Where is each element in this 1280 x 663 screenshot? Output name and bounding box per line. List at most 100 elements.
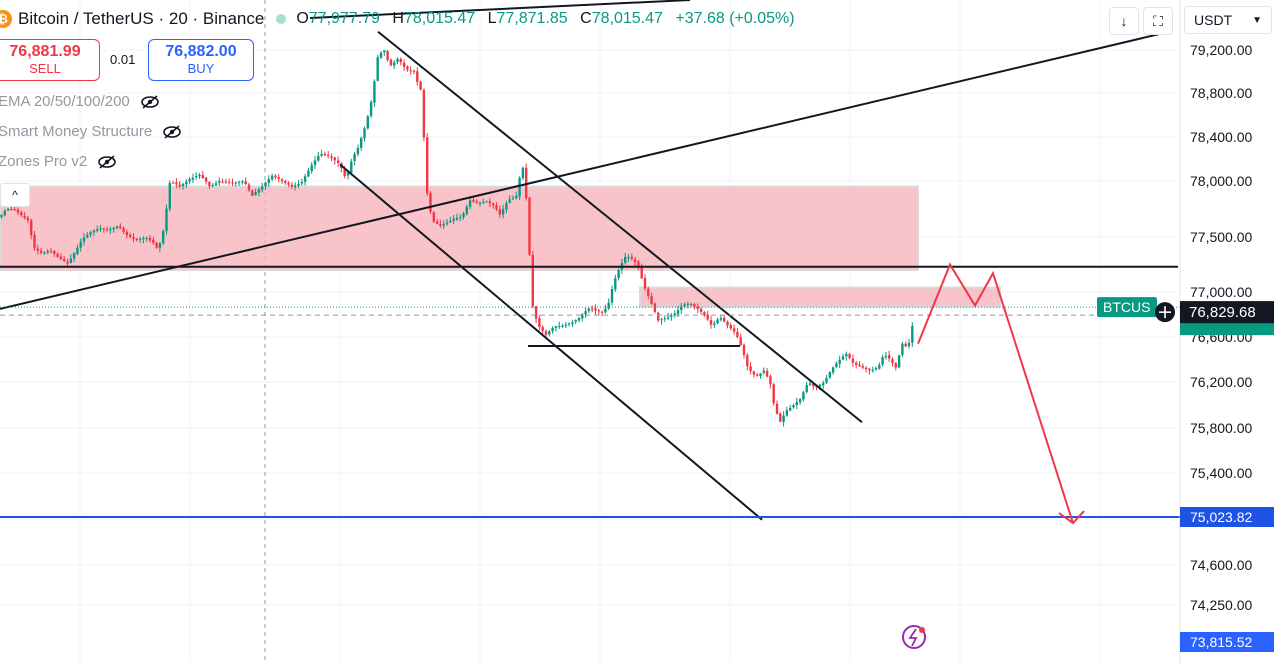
candle-body (855, 362, 858, 365)
candle-body (247, 184, 251, 191)
candle-body (643, 277, 647, 289)
candle-body (604, 308, 607, 313)
candle-body (323, 153, 327, 156)
low-value: 77,871.85 (496, 10, 568, 27)
candle-body (198, 174, 201, 177)
candle-body (874, 368, 878, 370)
fullscreen-button[interactable]: ⛶ (1143, 7, 1173, 35)
ohlc-values: O77,977.79 H78,015.47 L77,871.85 C78,015… (296, 10, 802, 28)
candle-body (251, 190, 254, 196)
candle-body (792, 405, 795, 408)
trend-line-4[interactable] (339, 163, 763, 521)
price-tick-label: 78,800.00 (1190, 85, 1252, 101)
candle-body (158, 243, 162, 248)
candle-body (670, 315, 673, 317)
candle-body (112, 227, 115, 230)
eye-hidden-icon[interactable] (97, 154, 117, 169)
candle-body (673, 313, 676, 316)
candle-body (897, 355, 901, 368)
candle-body (264, 182, 267, 187)
trend-line-3[interactable] (377, 30, 863, 424)
candle-body (696, 306, 699, 309)
candle-body (567, 323, 571, 325)
candle-body (356, 148, 360, 154)
support-price-label: 75,023.82 (1190, 509, 1252, 525)
indicator-ema[interactable]: EMA 20/50/100/200 (0, 93, 160, 110)
candle-body (231, 182, 234, 184)
candle-body (525, 167, 528, 199)
candle-body (290, 184, 294, 187)
candle-body (241, 181, 244, 183)
candle-body (577, 317, 581, 321)
candle-body (482, 201, 485, 203)
candle-body (3, 210, 6, 216)
candle-body (39, 250, 43, 253)
candle-body (838, 359, 841, 364)
collapse-legend-button[interactable]: ^ (0, 183, 30, 207)
candle-body (528, 197, 531, 255)
candle-body (280, 179, 284, 182)
candle-body (706, 314, 709, 320)
candle-body (716, 319, 719, 324)
candle-body (594, 308, 597, 311)
candle-body (284, 181, 287, 184)
candle-body (383, 50, 386, 53)
price-tick-label: 74,600.00 (1190, 557, 1252, 573)
price-tick-label: 75,400.00 (1190, 465, 1252, 481)
projection-path[interactable] (917, 262, 1074, 524)
candle-body (63, 259, 66, 262)
buy-label: BUY (187, 61, 215, 76)
candle-body (640, 266, 643, 279)
order-quantity[interactable]: 0.01 (110, 52, 136, 67)
buy-button[interactable]: 76,882.00 BUY (148, 39, 254, 81)
eye-hidden-icon[interactable] (140, 94, 160, 109)
candle-body (633, 259, 637, 263)
candle-body (495, 205, 498, 210)
trend-line-1[interactable] (0, 32, 1161, 310)
currency-select[interactable]: USDT ▼ (1184, 6, 1272, 34)
symbol-title[interactable]: Bitcoin / TetherUS · 20 · Binance (18, 9, 265, 28)
candle-body (435, 221, 439, 224)
candle-body (432, 212, 435, 222)
support-price-tag (1180, 507, 1274, 527)
candle-body (666, 317, 670, 319)
bottom-price-label: 73,815.52 (1190, 634, 1252, 650)
candle-body (746, 355, 749, 367)
candle-body (162, 230, 165, 244)
candle-body (178, 184, 181, 187)
candle-body (43, 252, 46, 254)
candle-body (145, 237, 148, 239)
high-value: 78,015.47 (403, 10, 476, 27)
eye-hidden-icon[interactable] (162, 124, 182, 139)
candle-body (561, 325, 564, 327)
candle-body (452, 219, 455, 221)
price-tick-label: 75,800.00 (1190, 420, 1252, 436)
sell-button[interactable]: 76,881.99 SELL (0, 39, 100, 81)
candle-body (752, 371, 756, 375)
candle-body (551, 328, 554, 332)
candle-body (445, 222, 449, 224)
download-button[interactable]: ↓ (1109, 7, 1139, 35)
candle-body (808, 383, 812, 385)
candle-body (294, 185, 297, 188)
trend-line-top[interactable] (309, 0, 691, 19)
indicator-smart-money[interactable]: Smart Money Structure (0, 123, 182, 140)
candle-body (637, 261, 640, 266)
candle-body (785, 410, 789, 416)
candle-body (650, 295, 653, 304)
candle-body (468, 200, 472, 207)
candle-body (439, 224, 442, 226)
indicator-zones-pro[interactable]: Zones Pro v2 (0, 153, 117, 170)
candle-body (683, 304, 686, 307)
candle-body (76, 247, 79, 254)
candle-body (244, 181, 247, 185)
projection-arrowhead (1058, 510, 1085, 525)
candle-body (789, 407, 792, 411)
lightning-icon[interactable] (902, 625, 926, 649)
candle-body (30, 220, 33, 236)
candle-body (574, 320, 577, 322)
candle-body (749, 366, 752, 372)
candle-body (36, 248, 39, 251)
